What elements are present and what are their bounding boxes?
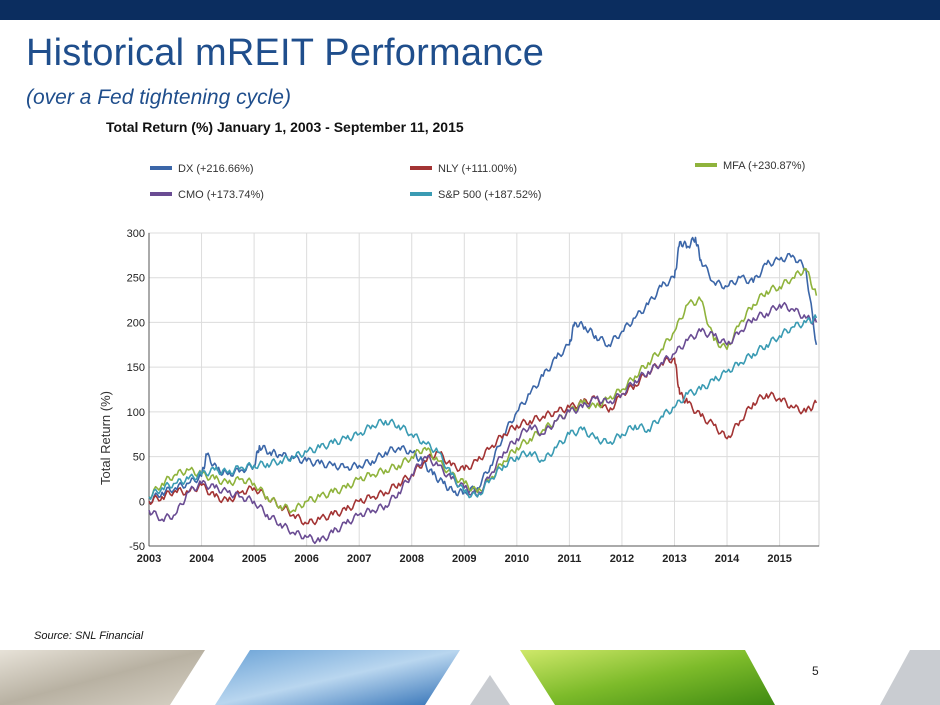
y-tick-label: 0: [139, 496, 145, 508]
legend-label-3: CMO (+173.74%): [178, 189, 264, 201]
x-tick-label: 2008: [400, 553, 424, 565]
x-tick-label: 2013: [662, 553, 686, 565]
page-title: Historical mREIT Performance: [26, 32, 545, 74]
y-tick-label: 200: [127, 317, 145, 329]
x-tick-label: 2009: [452, 553, 476, 565]
plot-area: [148, 232, 820, 547]
legend-label-4: S&P 500 (+187.52%): [438, 189, 541, 201]
chart-axes: -50 0 50 100 150 200 250 300 2003 2004 2005 2006 200…: [127, 228, 819, 565]
line-chart: DX (+216.66%) NLY (+111.00%) MFA (+230.87%…: [98, 160, 820, 565]
legend-label-2: MFA (+230.87%): [723, 160, 805, 172]
header-bar: [0, 0, 940, 20]
x-tick-label: 2007: [347, 553, 371, 565]
chart-title: Total Return (%) January 1, 2003 - Septe…: [106, 119, 464, 135]
x-tick-label: 2010: [505, 553, 529, 565]
rope-image: [0, 650, 205, 705]
y-tick-label: 300: [127, 228, 145, 240]
chart-grid: [148, 232, 820, 547]
x-tick-label: 2011: [557, 553, 581, 565]
series-line-4: [148, 314, 818, 501]
chart-series: [148, 236, 818, 545]
legend-label-0: DX (+216.66%): [178, 163, 254, 175]
leaf-image: [520, 650, 775, 705]
x-tick-label: 2004: [189, 553, 214, 565]
y-tick-label: -50: [129, 541, 145, 553]
sky-image: [215, 650, 460, 705]
y-tick-label: 250: [127, 273, 145, 285]
chart-legend: DX (+216.66%) NLY (+111.00%) MFA (+230.87%…: [150, 160, 805, 201]
source-note: Source: SNL Financial: [34, 630, 144, 642]
x-tick-label: 2005: [242, 553, 266, 565]
page-number: 5: [812, 664, 819, 678]
y-tick-label: 50: [133, 452, 145, 464]
x-tick-label: 2012: [610, 553, 634, 565]
x-tick-label: 2006: [294, 553, 318, 565]
legend-label-1: NLY (+111.00%): [438, 163, 517, 175]
y-tick-label: 100: [127, 407, 145, 419]
x-tick-label: 2015: [767, 553, 791, 565]
x-tick-label: 2014: [715, 553, 740, 565]
series-line-0: [148, 236, 818, 505]
y-axis-label: Total Return (%): [98, 391, 113, 485]
page-subtitle: (over a Fed tightening cycle): [26, 86, 291, 109]
y-tick-label: 150: [127, 362, 145, 374]
footer-banner: [0, 650, 940, 705]
x-tick-label: 2003: [137, 553, 161, 565]
